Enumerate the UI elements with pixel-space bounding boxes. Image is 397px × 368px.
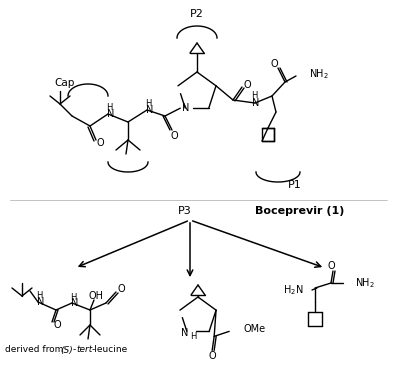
Text: O: O bbox=[117, 284, 125, 294]
Text: O: O bbox=[243, 80, 251, 90]
Text: H: H bbox=[70, 293, 76, 301]
Text: Boceprevir (1): Boceprevir (1) bbox=[255, 206, 345, 216]
Text: tert: tert bbox=[76, 346, 92, 354]
Text: derived from: derived from bbox=[5, 346, 66, 354]
Text: P1: P1 bbox=[288, 180, 302, 190]
Text: H: H bbox=[145, 99, 151, 107]
Text: O: O bbox=[53, 320, 61, 330]
Text: N: N bbox=[181, 328, 189, 338]
Text: O: O bbox=[270, 59, 278, 69]
Text: H: H bbox=[106, 103, 112, 112]
Text: NH$_2$: NH$_2$ bbox=[355, 276, 375, 290]
Text: N: N bbox=[71, 298, 79, 308]
Text: -: - bbox=[73, 346, 76, 354]
Text: N: N bbox=[252, 98, 260, 108]
Text: H$_2$N: H$_2$N bbox=[283, 283, 303, 297]
Text: OMe: OMe bbox=[243, 324, 265, 335]
Text: P3: P3 bbox=[178, 206, 192, 216]
Text: H: H bbox=[251, 92, 257, 100]
Text: H: H bbox=[36, 291, 42, 301]
Text: O: O bbox=[96, 138, 104, 148]
Text: Cap: Cap bbox=[55, 78, 75, 88]
Text: O: O bbox=[327, 261, 335, 271]
Text: NH$_2$: NH$_2$ bbox=[309, 67, 329, 81]
Text: P2: P2 bbox=[190, 9, 204, 19]
Text: (S): (S) bbox=[60, 346, 73, 354]
Text: -leucine: -leucine bbox=[92, 346, 128, 354]
Text: N: N bbox=[107, 109, 115, 119]
Text: N: N bbox=[37, 297, 45, 307]
Text: O: O bbox=[170, 131, 178, 141]
Text: N: N bbox=[146, 105, 154, 115]
Text: H: H bbox=[190, 332, 196, 341]
Text: OH: OH bbox=[89, 291, 104, 301]
Text: N: N bbox=[181, 103, 189, 113]
Text: O: O bbox=[208, 351, 216, 361]
